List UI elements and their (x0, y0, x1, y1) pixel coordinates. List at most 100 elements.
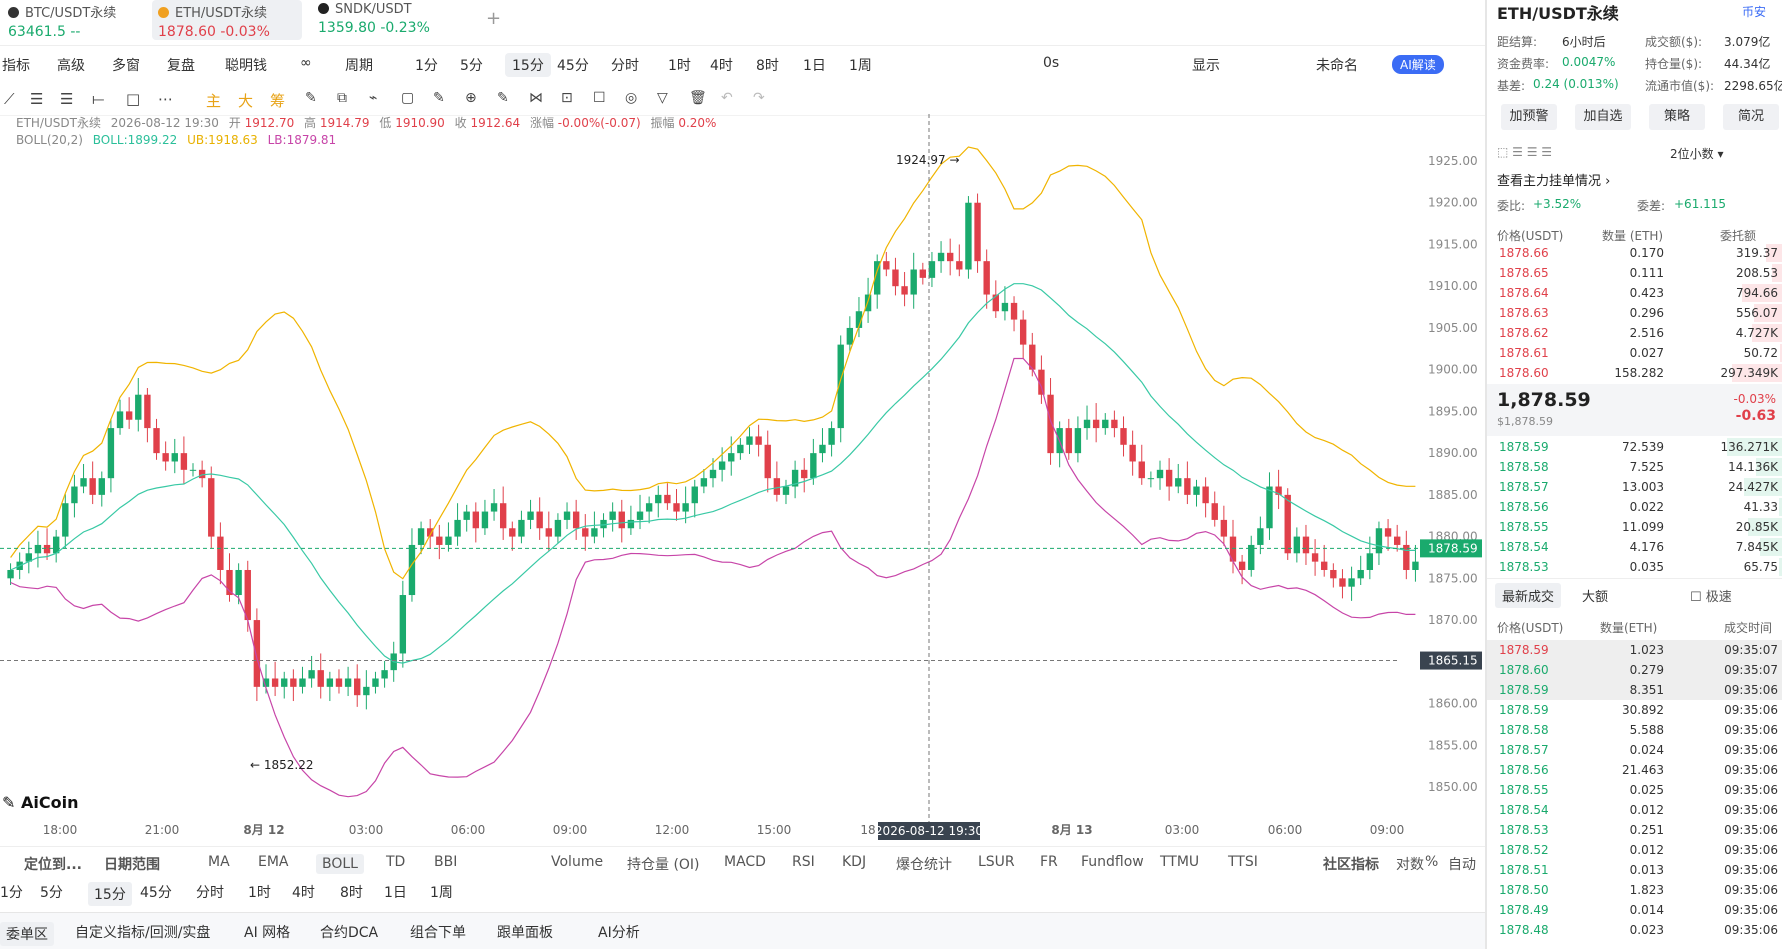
toolbar-item[interactable]: 1日 (803, 58, 826, 74)
indicator-item[interactable]: Fundflow (1081, 854, 1144, 870)
period-item[interactable]: 45分 (140, 885, 172, 901)
period-item[interactable]: 5分 (40, 885, 63, 901)
ask-row[interactable]: 1878.60 158.282 297.349K (1487, 363, 1782, 383)
draw-tool-icon[interactable]: ☰ (30, 90, 44, 108)
bid-row[interactable]: 1878.53 0.035 65.75 (1487, 557, 1782, 577)
panel-button[interactable]: 加预警 (1501, 104, 1557, 130)
toolbar-right-item[interactable]: 0s (1043, 55, 1060, 71)
panel-button[interactable]: 简况 (1723, 104, 1779, 130)
toolbar-item[interactable]: 4时 (710, 58, 733, 74)
indicator-item[interactable]: 自动 (1448, 857, 1476, 873)
bottom-tab[interactable]: 合约DCA (320, 925, 379, 941)
draw-tool-icon[interactable]: ↶ (721, 90, 733, 106)
draw-tool-icon[interactable]: ⟋ (4, 90, 15, 108)
ask-row[interactable]: 1878.65 0.111 208.53 (1487, 263, 1782, 283)
indicator-item[interactable]: TTSI (1228, 854, 1258, 870)
period-item[interactable]: 8时 (340, 885, 363, 901)
draw-tool-label[interactable]: 筹 (270, 92, 286, 110)
boll-label[interactable]: BOLL(20,2) (16, 133, 83, 147)
bottom-tab[interactable]: 跟单面板 (497, 925, 553, 941)
ask-row[interactable]: 1878.61 0.027 50.72 (1487, 343, 1782, 363)
view-toggle-icon[interactable]: ⬚ ☰ ☰ ☰ (1497, 145, 1553, 159)
toolbar-right-item[interactable]: AI解读 (1392, 55, 1444, 74)
indicator-item[interactable]: % (1425, 854, 1439, 870)
indicator-item[interactable]: BBI (434, 854, 458, 870)
toolbar-item[interactable]: 指标 (2, 58, 30, 74)
bottom-tab[interactable]: AI分析 (598, 925, 640, 941)
indicator-item[interactable]: EMA (258, 854, 289, 870)
toolbar-item[interactable]: 45分 (557, 58, 589, 74)
bid-row[interactable]: 1878.55 11.099 20.85K (1487, 517, 1782, 537)
toolbar-item[interactable]: 15分 (505, 53, 551, 77)
indicator-item[interactable]: 对数 (1396, 857, 1424, 873)
add-tab-button[interactable]: + (486, 8, 502, 29)
toolbar-right-item[interactable]: 显示 (1192, 58, 1220, 74)
period-item[interactable]: 15分 (88, 882, 132, 906)
candlestick-chart[interactable]: 1925.00 1920.00 1915.00 1910.00 1905.00 1900.… (0, 114, 1485, 846)
symbol-tab[interactable]: BTC/USDT永续 63461.5 -- (2, 0, 142, 40)
indicator-item[interactable]: TTMU (1160, 854, 1200, 870)
indicator-item[interactable]: MA (208, 854, 230, 870)
indicator-item[interactable]: 日期范围 (104, 857, 160, 873)
indicator-item[interactable]: MACD (724, 854, 766, 870)
bid-row[interactable]: 1878.56 0.022 41.33 (1487, 497, 1782, 517)
main-orders-link[interactable]: 查看主力挂单情况 › (1497, 174, 1611, 189)
exchange-link[interactable]: 币安 (1742, 5, 1767, 19)
draw-tool-icon[interactable]: ⧉ (337, 90, 347, 106)
indicator-item[interactable]: RSI (792, 854, 815, 870)
period-item[interactable]: 1周 (430, 885, 453, 901)
indicator-item[interactable]: TD (386, 854, 406, 870)
bottom-tab[interactable]: 自定义指标/回测/实盘 (75, 925, 211, 941)
indicator-item[interactable]: 爆仓统计 (896, 857, 952, 873)
bid-row[interactable]: 1878.57 13.003 24.427K (1487, 477, 1782, 497)
indicator-item[interactable]: FR (1040, 854, 1058, 870)
draw-tool-icon[interactable]: 🗑 (689, 90, 707, 106)
draw-tool-icon[interactable]: ▢ (401, 90, 415, 106)
indicator-item[interactable]: LSUR (978, 854, 1015, 870)
bid-row[interactable]: 1878.59 72.539 136.271K (1487, 437, 1782, 457)
indicator-item[interactable]: 持仓量 (OI) (627, 857, 700, 873)
draw-tool-icon[interactable]: ✎ (497, 90, 509, 106)
toolbar-item[interactable]: 复盘 (167, 58, 195, 74)
bottom-tab[interactable]: 委单区 (0, 922, 54, 946)
draw-tool-icon[interactable]: ↷ (753, 90, 765, 106)
bottom-tab[interactable]: AI 网格 (244, 925, 291, 941)
draw-tool-icon[interactable]: ⌁ (369, 90, 378, 106)
indicator-item[interactable]: Volume (551, 854, 604, 870)
period-item[interactable]: 1分 (0, 885, 23, 901)
draw-tool-icon[interactable]: ☰ (60, 90, 74, 108)
toolbar-item[interactable]: 分时 (611, 58, 639, 74)
toolbar-item[interactable]: 1时 (668, 58, 691, 74)
ask-row[interactable]: 1878.66 0.170 319.37 (1487, 243, 1782, 263)
draw-tool-icon[interactable]: ✎ (305, 90, 317, 106)
draw-tool-icon[interactable]: ⋯ (158, 90, 173, 108)
toolbar-item[interactable]: 1分 (415, 58, 438, 74)
panel-button[interactable]: 策略 (1649, 104, 1705, 130)
trade-tab[interactable]: 最新成交 (1495, 583, 1562, 608)
symbol-tab[interactable]: ETH/USDT永续 1878.60 -0.03% (152, 0, 302, 40)
toolbar-right-item[interactable]: 未命名 (1316, 58, 1358, 74)
draw-tool-label[interactable]: 主 (206, 92, 222, 110)
decimals-select[interactable]: 2位小数 ▾ (1670, 147, 1724, 161)
draw-tool-icon[interactable]: ⋈ (529, 90, 543, 106)
ask-row[interactable]: 1878.63 0.296 556.07 (1487, 303, 1782, 323)
indicator-item[interactable]: KDJ (842, 854, 867, 870)
draw-tool-icon[interactable]: ⊕ (465, 90, 477, 106)
toolbar-item[interactable]: 多窗 (112, 58, 140, 74)
bid-row[interactable]: 1878.54 4.176 7.845K (1487, 537, 1782, 557)
fast-toggle[interactable]: ☐ 极速 (1690, 590, 1732, 605)
draw-tool-icon[interactable]: □ (126, 90, 141, 108)
panel-divider[interactable] (1485, 0, 1487, 949)
draw-tool-icon[interactable]: ☐ (593, 90, 606, 106)
trade-tab[interactable]: 大额 (1582, 590, 1609, 605)
indicator-item[interactable]: BOLL (316, 854, 364, 874)
toolbar-item[interactable]: 5分 (460, 58, 483, 74)
draw-tool-icon[interactable]: ▽ (657, 90, 668, 106)
period-item[interactable]: 4时 (292, 885, 315, 901)
period-item[interactable]: 分时 (196, 885, 224, 901)
draw-tool-icon[interactable]: ◎ (625, 90, 638, 106)
ask-row[interactable]: 1878.64 0.423 794.66 (1487, 283, 1782, 303)
toolbar-item[interactable]: ∞ (300, 55, 312, 71)
symbol-tab[interactable]: SNDK/USDT 1359.80 -0.23% (312, 0, 452, 40)
period-item[interactable]: 1时 (248, 885, 271, 901)
